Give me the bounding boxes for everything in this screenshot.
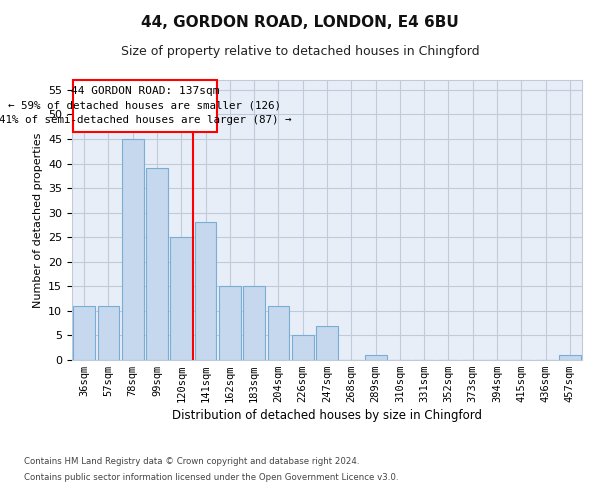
Bar xyxy=(97,306,119,360)
Text: Contains public sector information licensed under the Open Government Licence v3: Contains public sector information licen… xyxy=(24,472,398,482)
Bar xyxy=(194,222,217,360)
Bar xyxy=(559,355,581,360)
Bar xyxy=(243,286,265,360)
Text: 44 GORDON ROAD: 137sqm: 44 GORDON ROAD: 137sqm xyxy=(71,86,219,97)
FancyBboxPatch shape xyxy=(73,80,217,132)
Bar xyxy=(73,306,95,360)
Text: Size of property relative to detached houses in Chingford: Size of property relative to detached ho… xyxy=(121,45,479,58)
Text: 41% of semi-detached houses are larger (87) →: 41% of semi-detached houses are larger (… xyxy=(0,115,291,125)
Text: 44, GORDON ROAD, LONDON, E4 6BU: 44, GORDON ROAD, LONDON, E4 6BU xyxy=(141,15,459,30)
Bar xyxy=(316,326,338,360)
Bar xyxy=(219,286,241,360)
Bar xyxy=(268,306,289,360)
Bar xyxy=(292,336,314,360)
Y-axis label: Number of detached properties: Number of detached properties xyxy=(32,132,43,308)
Bar xyxy=(146,168,168,360)
Bar xyxy=(170,237,192,360)
Text: ← 59% of detached houses are smaller (126): ← 59% of detached houses are smaller (12… xyxy=(8,101,281,111)
Bar xyxy=(122,139,143,360)
Bar xyxy=(365,355,386,360)
Text: Contains HM Land Registry data © Crown copyright and database right 2024.: Contains HM Land Registry data © Crown c… xyxy=(24,458,359,466)
X-axis label: Distribution of detached houses by size in Chingford: Distribution of detached houses by size … xyxy=(172,410,482,422)
